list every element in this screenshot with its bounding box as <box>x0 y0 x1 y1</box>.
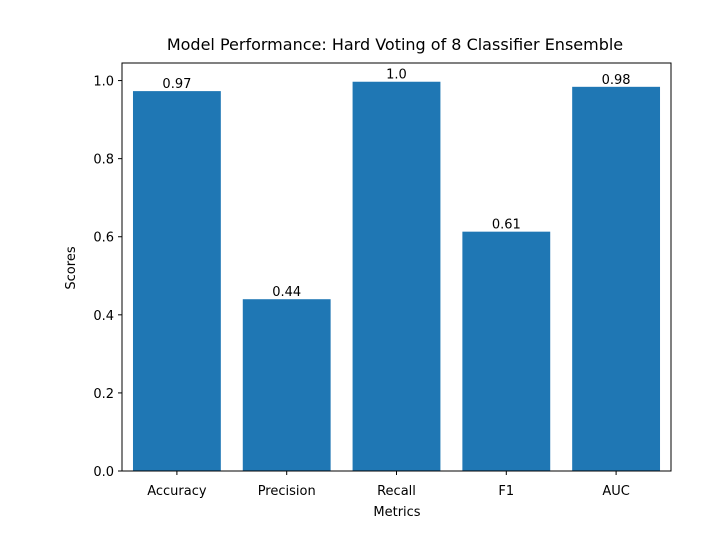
data-label-precision: 0.44 <box>272 285 301 300</box>
plot-area: 0.97 Accuracy 0.44 Precision 1.0 Recall 0.61 F1… <box>93 68 661 499</box>
y-tick-label: 0.0 <box>93 465 114 480</box>
data-label-auc: 0.98 <box>602 73 631 88</box>
y-tick-label: 1.0 <box>93 75 114 90</box>
bar-precision <box>242 299 331 471</box>
data-label-accuracy: 0.97 <box>162 77 191 92</box>
bar-f1 <box>462 231 551 471</box>
x-tick-label-f1: F1 <box>498 484 514 499</box>
y-tick-label: 0.2 <box>93 387 114 402</box>
data-label-recall: 1.0 <box>386 68 407 83</box>
x-tick-label-precision: Precision <box>258 484 316 499</box>
x-tick-label-auc: AUC <box>602 484 630 499</box>
y-axis-label: Scores <box>64 246 79 289</box>
y-tick-label: 0.8 <box>93 153 114 168</box>
bar-accuracy <box>132 91 221 471</box>
y-tick-label: 0.4 <box>93 309 114 324</box>
bar-auc <box>572 86 661 471</box>
chart-title: Model Performance: Hard Voting of 8 Clas… <box>167 35 623 54</box>
bar-recall <box>352 81 441 472</box>
plot-frame <box>121 62 672 472</box>
x-tick-label-recall: Recall <box>377 484 416 499</box>
x-tick-label-accuracy: Accuracy <box>147 484 207 499</box>
y-tick-label: 0.6 <box>93 231 114 246</box>
x-axis-label: Metrics <box>373 505 420 520</box>
data-label-f1: 0.61 <box>492 218 521 233</box>
